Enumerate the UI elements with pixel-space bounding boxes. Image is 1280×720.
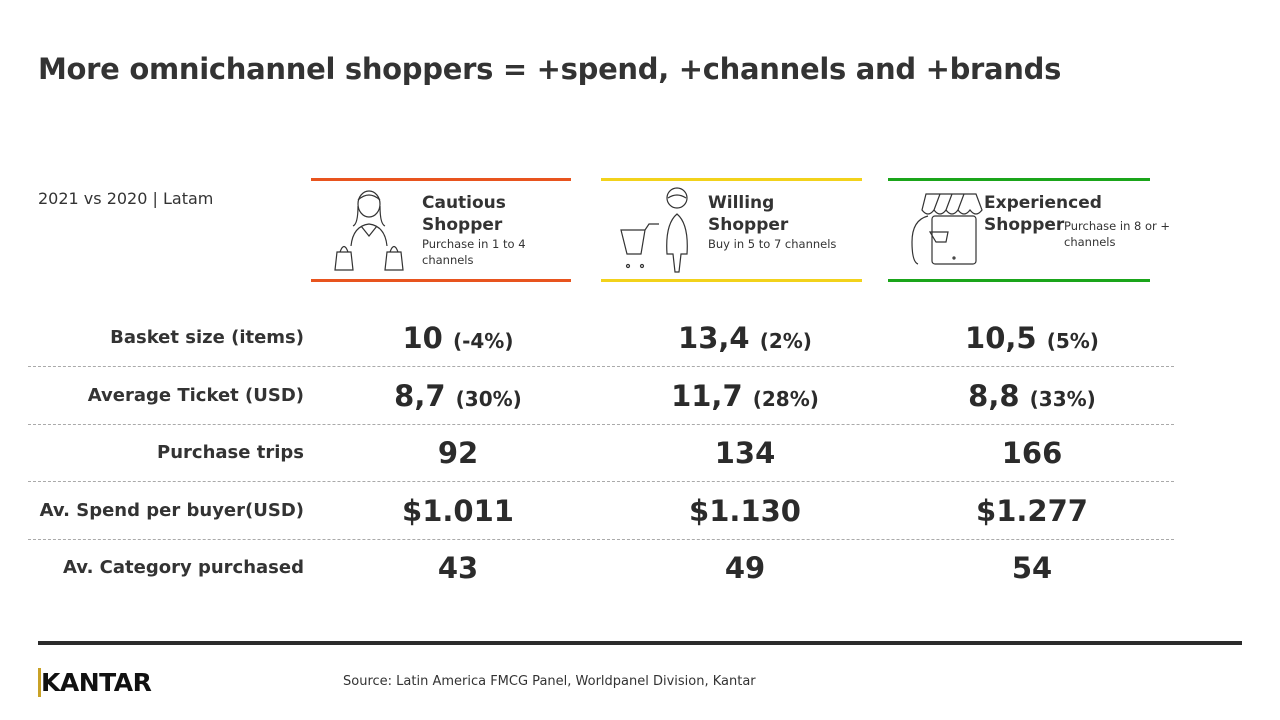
segment-name-line1: Experienced <box>984 193 1102 213</box>
value: $1.277 <box>976 493 1088 528</box>
row-divider <box>28 481 1174 482</box>
metric-value: $1.130 <box>615 482 875 540</box>
metric-value: 8,8 (33%) <box>902 367 1162 425</box>
metric-value: $1.011 <box>328 482 588 540</box>
row-divider <box>28 366 1174 367</box>
segment-name: Cautious Shopper Purchase in 1 to 4 chan… <box>422 192 552 268</box>
metric-value: 134 <box>615 424 875 482</box>
segment-name: Experienced Shopper Purchase in 8 or + c… <box>984 192 1204 258</box>
segment-name-line2: Shopper <box>708 215 789 235</box>
metric-value: 10,5 (5%) <box>902 309 1162 367</box>
metric-value: 92 <box>328 424 588 482</box>
segment-top-bar <box>888 178 1150 181</box>
row-label: Av. Spend per buyer(USD) <box>39 499 304 521</box>
table-row: Av. Spend per buyer(USD) $1.011 $1.130 $1.2… <box>28 482 1174 540</box>
table-row: Basket size (items) 10 (-4%) 13,4 (2%) 10,5… <box>28 309 1174 367</box>
value: 10,5 <box>965 321 1037 355</box>
logo-text: KANTAR <box>38 668 152 697</box>
metric-value: 10 (-4%) <box>328 309 588 367</box>
change-percent: (30%) <box>455 386 522 411</box>
segment-top-bar <box>311 178 571 181</box>
value: 92 <box>437 436 479 470</box>
metric-value: 11,7 (28%) <box>615 367 875 425</box>
change-percent: (28%) <box>752 386 819 411</box>
subtitle: 2021 vs 2020 | Latam <box>38 189 214 208</box>
segment-description: Buy in 5 to 7 channels <box>708 237 837 251</box>
shopper-with-cart-icon <box>620 187 688 273</box>
table-row: Av. Category purchased 43 49 54 <box>28 539 1174 597</box>
metric-value: 13,4 (2%) <box>615 309 875 367</box>
segment-bottom-bar <box>888 279 1150 282</box>
kantar-logo: KANTAR <box>38 668 152 697</box>
value: $1.011 <box>402 493 514 528</box>
value: 8,8 <box>968 378 1020 413</box>
row-label: Average Ticket (USD) <box>87 384 304 406</box>
segment-name-line1: Willing <box>708 193 775 213</box>
footer-divider <box>38 641 1242 645</box>
change-percent: (-4%) <box>452 329 514 353</box>
segment-bottom-bar <box>601 279 862 282</box>
metric-value: $1.277 <box>902 482 1162 540</box>
value: 166 <box>1001 436 1063 470</box>
segment-name-line2: Shopper <box>422 215 503 235</box>
segment-experienced: Experienced Shopper Purchase in 8 or + c… <box>888 178 1170 282</box>
source-note: Source: Latin America FMCG Panel, Worldp… <box>343 674 756 689</box>
value: 134 <box>714 436 776 470</box>
metric-value: 166 <box>902 424 1162 482</box>
segment-bottom-bar <box>311 279 571 282</box>
value: 11,7 <box>671 378 743 413</box>
segment-name-line1: Cautious <box>422 193 506 213</box>
value: $1.130 <box>689 493 801 528</box>
segment-willing: Willing Shopper Buy in 5 to 7 channels <box>601 178 862 282</box>
segment-top-bar <box>601 178 862 181</box>
value: 13,4 <box>678 321 750 355</box>
woman-with-bags-icon <box>334 190 404 271</box>
table-row: Average Ticket (USD) 8,7 (30%) 11,7 (28%) 8… <box>28 367 1174 425</box>
value: 43 <box>437 551 479 585</box>
mobile-store-icon <box>911 193 983 265</box>
metric-value: 43 <box>328 539 588 597</box>
value: 8,7 <box>394 378 446 413</box>
row-divider <box>28 538 1174 540</box>
table-row: Purchase trips 92 134 166 <box>28 424 1174 482</box>
segment-cautious: Cautious Shopper Purchase in 1 to 4 chan… <box>311 178 571 282</box>
row-divider <box>28 423 1174 425</box>
value: 49 <box>724 551 766 585</box>
metric-value: 49 <box>615 539 875 597</box>
segment-description: Purchase in 8 or + channels <box>1064 219 1171 249</box>
change-percent: (33%) <box>1029 386 1096 411</box>
row-label: Purchase trips <box>157 442 304 463</box>
metric-value: 54 <box>902 539 1162 597</box>
row-label: Basket size (items) <box>110 327 304 348</box>
segment-name: Willing Shopper Buy in 5 to 7 channels <box>708 192 836 252</box>
change-percent: (5%) <box>1046 329 1099 353</box>
segment-description: Purchase in 1 to 4 channels <box>422 237 526 267</box>
segment-name-line2: Shopper <box>984 215 1065 235</box>
metric-value: 8,7 (30%) <box>328 367 588 425</box>
row-label: Av. Category purchased <box>63 557 304 578</box>
page-title: More omnichannel shoppers = +spend, +cha… <box>38 52 1062 86</box>
value: 10 <box>402 321 443 355</box>
change-percent: (2%) <box>759 329 812 353</box>
value: 54 <box>1011 551 1053 585</box>
